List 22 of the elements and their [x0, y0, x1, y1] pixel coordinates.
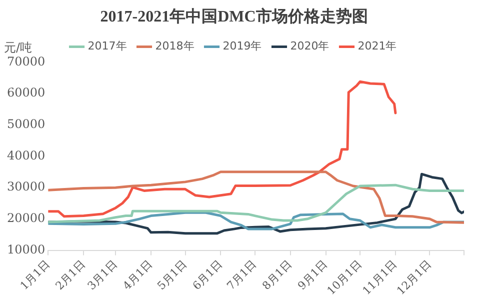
x-tick-label: 2月1日 [53, 258, 88, 293]
y-tick-label: 10000 [6, 242, 46, 256]
x-tick-label: 8月1日 [260, 258, 294, 293]
x-tick-label: 3月1日 [85, 258, 120, 293]
y-tick-label: 60000 [6, 86, 46, 100]
y-tick-label: 20000 [6, 211, 46, 226]
y-axis-title: 元/吨 [4, 40, 32, 54]
x-tick-label: 4月1日 [120, 258, 156, 293]
y-tick-label: 40000 [6, 148, 46, 162]
legend-label: 2019年 [222, 40, 262, 53]
legend-label: 2020年 [290, 40, 330, 53]
y-tick-label: 30000 [6, 180, 46, 194]
x-tick-label: 7月1日 [224, 258, 260, 293]
y-tick-label: 50000 [6, 117, 46, 132]
x-tick-label: 5月1日 [154, 258, 190, 293]
legend-label: 2018年 [155, 40, 194, 53]
legend-label: 2017年 [88, 40, 127, 53]
legend-label: 2021年 [358, 40, 397, 53]
y-tick-label: 70000 [6, 54, 46, 68]
x-tick-label: 6月1日 [190, 258, 225, 293]
x-tick-label: 1月1日 [18, 258, 52, 293]
chart-title: 2017-2021年中国DMC市场价格走势图 [100, 8, 368, 26]
